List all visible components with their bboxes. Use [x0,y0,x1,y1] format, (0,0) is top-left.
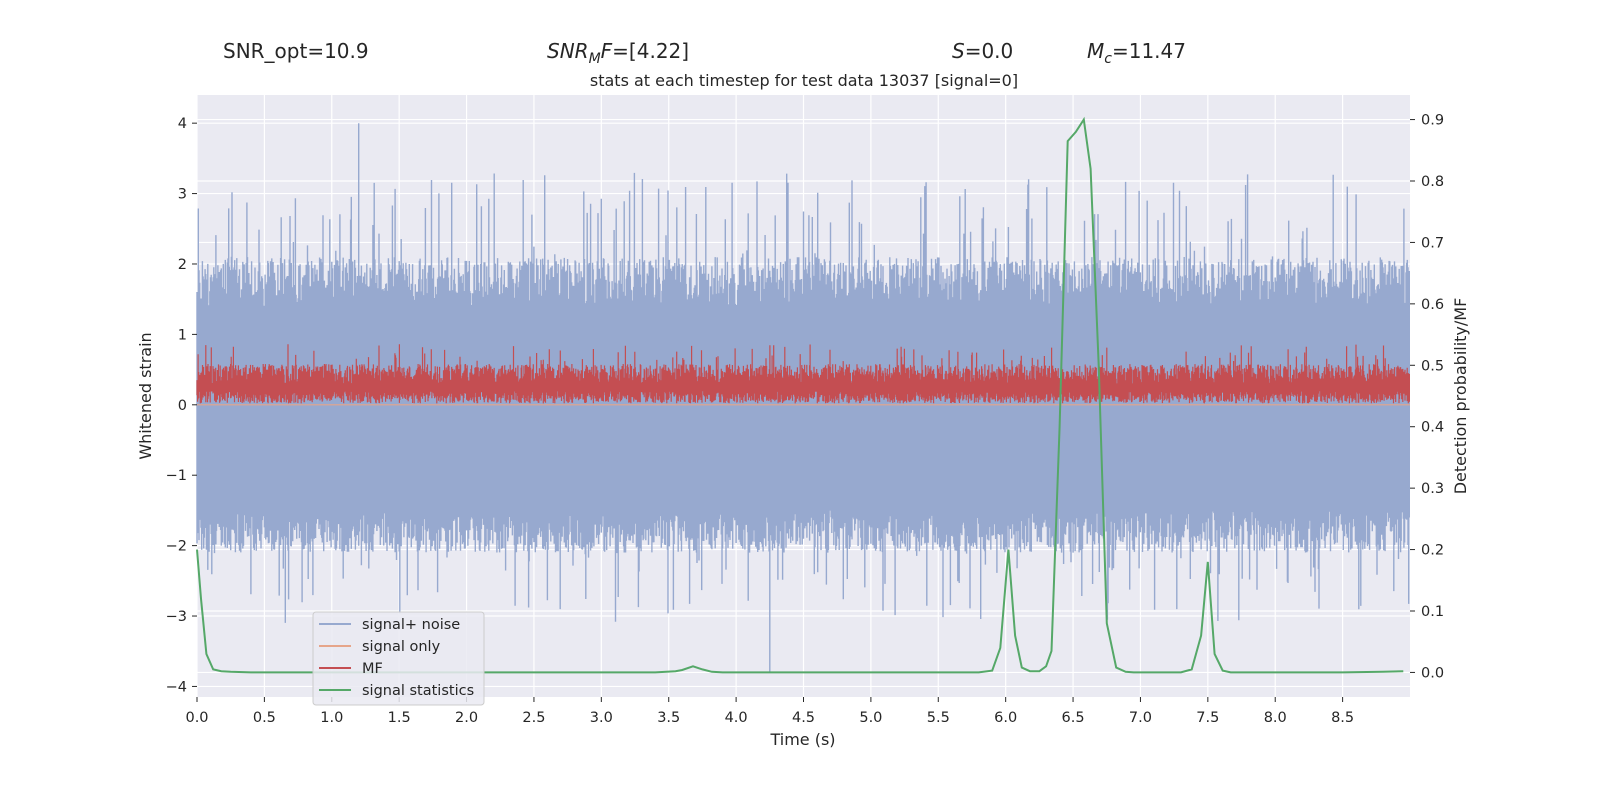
s-label: S=0.0 [952,39,1013,63]
legend-label-signal-only: signal only [362,639,441,655]
x-tick-label-12: 6.0 [994,710,1017,726]
y-left-tick-label-3: 1 [178,327,187,343]
y-right-tick-label-1: 0.8 [1421,174,1444,190]
y-right-tick-label-3: 0.6 [1421,297,1444,313]
x-tick-label-9: 4.5 [792,710,815,726]
x-tick-label-15: 7.5 [1196,710,1219,726]
y-right-tick-label-9: 0.0 [1421,665,1444,681]
x-tick-label-17: 8.5 [1331,710,1354,726]
x-tick-label-0: 0.0 [185,710,208,726]
x-tick-label-1: 0.5 [253,710,276,726]
series-signal-statistics [196,116,1404,674]
y-right-tick-label-7: 0.2 [1421,543,1444,559]
x-tick-label-2: 1.0 [320,710,343,726]
x-tick-label-4: 2.0 [455,710,478,726]
y-left-tick-label-1: 3 [178,187,187,203]
x-tick-label-5: 2.5 [522,710,545,726]
legend-label-signal-noise: signal+ noise [362,617,460,633]
snr-mf-label: SNRMF=[4.22] [547,39,689,67]
y-right-tick-label-6: 0.3 [1421,481,1444,497]
snr-opt-label: SNR_opt=10.9 [223,39,369,63]
x-tick-label-11: 5.5 [927,710,950,726]
x-axis-label: Time (s) [769,730,835,749]
x-tick-label-14: 7.0 [1129,710,1152,726]
y-left-axis-label: Whitened strain [136,332,155,459]
x-tick-label-13: 6.5 [1062,710,1085,726]
legend-label-signal-statistics: signal statistics [362,683,474,699]
y-right-tick-label-4: 0.5 [1421,358,1444,374]
series-mf [196,344,1410,404]
legend-label-mf: MF [362,661,383,677]
y-right-tick-label-8: 0.1 [1421,604,1444,620]
chart-title: stats at each timestep for test data 130… [590,71,1018,90]
y-left-tick-label-8: −4 [166,679,187,695]
y-left-tick-label-6: −2 [166,539,187,555]
x-tick-label-16: 8.0 [1264,710,1287,726]
y-right-tick-label-5: 0.4 [1421,420,1444,436]
x-tick-label-6: 3.0 [590,710,613,726]
y-right-axis-label: Detection probability/MF [1451,298,1470,495]
mc-label: Mc=11.47 [1087,39,1186,67]
y-right-axis-ticks: 0.9 0.8 0.7 0.6 0.5 0.4 0.3 0.2 0.1 0.0 [1410,113,1444,681]
y-left-tick-label-4: 0 [178,398,187,414]
y-right-tick-label-2: 0.7 [1421,235,1444,251]
legend-box [312,611,485,706]
x-tick-label-3: 1.5 [388,710,411,726]
x-tick-label-7: 3.5 [657,710,680,726]
y-right-tick-label-0: 0.9 [1421,113,1444,129]
x-axis-ticks: 0.0 0.5 1.0 1.5 2.0 2.5 3.0 3.5 4.0 4.5 5.0 5.5 6.0 6… [185,697,1354,726]
series-layer [196,116,1410,674]
x-tick-label-10: 5.0 [859,710,882,726]
y-left-axis-ticks: 4 3 2 1 0 −1 −2 −3 −4 [166,116,197,695]
x-tick-label-8: 4.0 [725,710,748,726]
y-left-tick-label-2: 2 [178,257,187,273]
y-left-tick-label-0: 4 [178,116,187,132]
y-left-tick-label-7: −3 [166,609,187,625]
legend: signal+ noise signal only MF signal stat… [312,611,485,706]
y-left-tick-label-5: −1 [166,468,187,484]
